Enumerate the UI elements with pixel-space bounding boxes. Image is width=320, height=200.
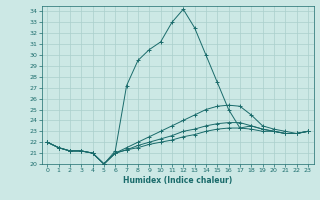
X-axis label: Humidex (Indice chaleur): Humidex (Indice chaleur) bbox=[123, 176, 232, 185]
